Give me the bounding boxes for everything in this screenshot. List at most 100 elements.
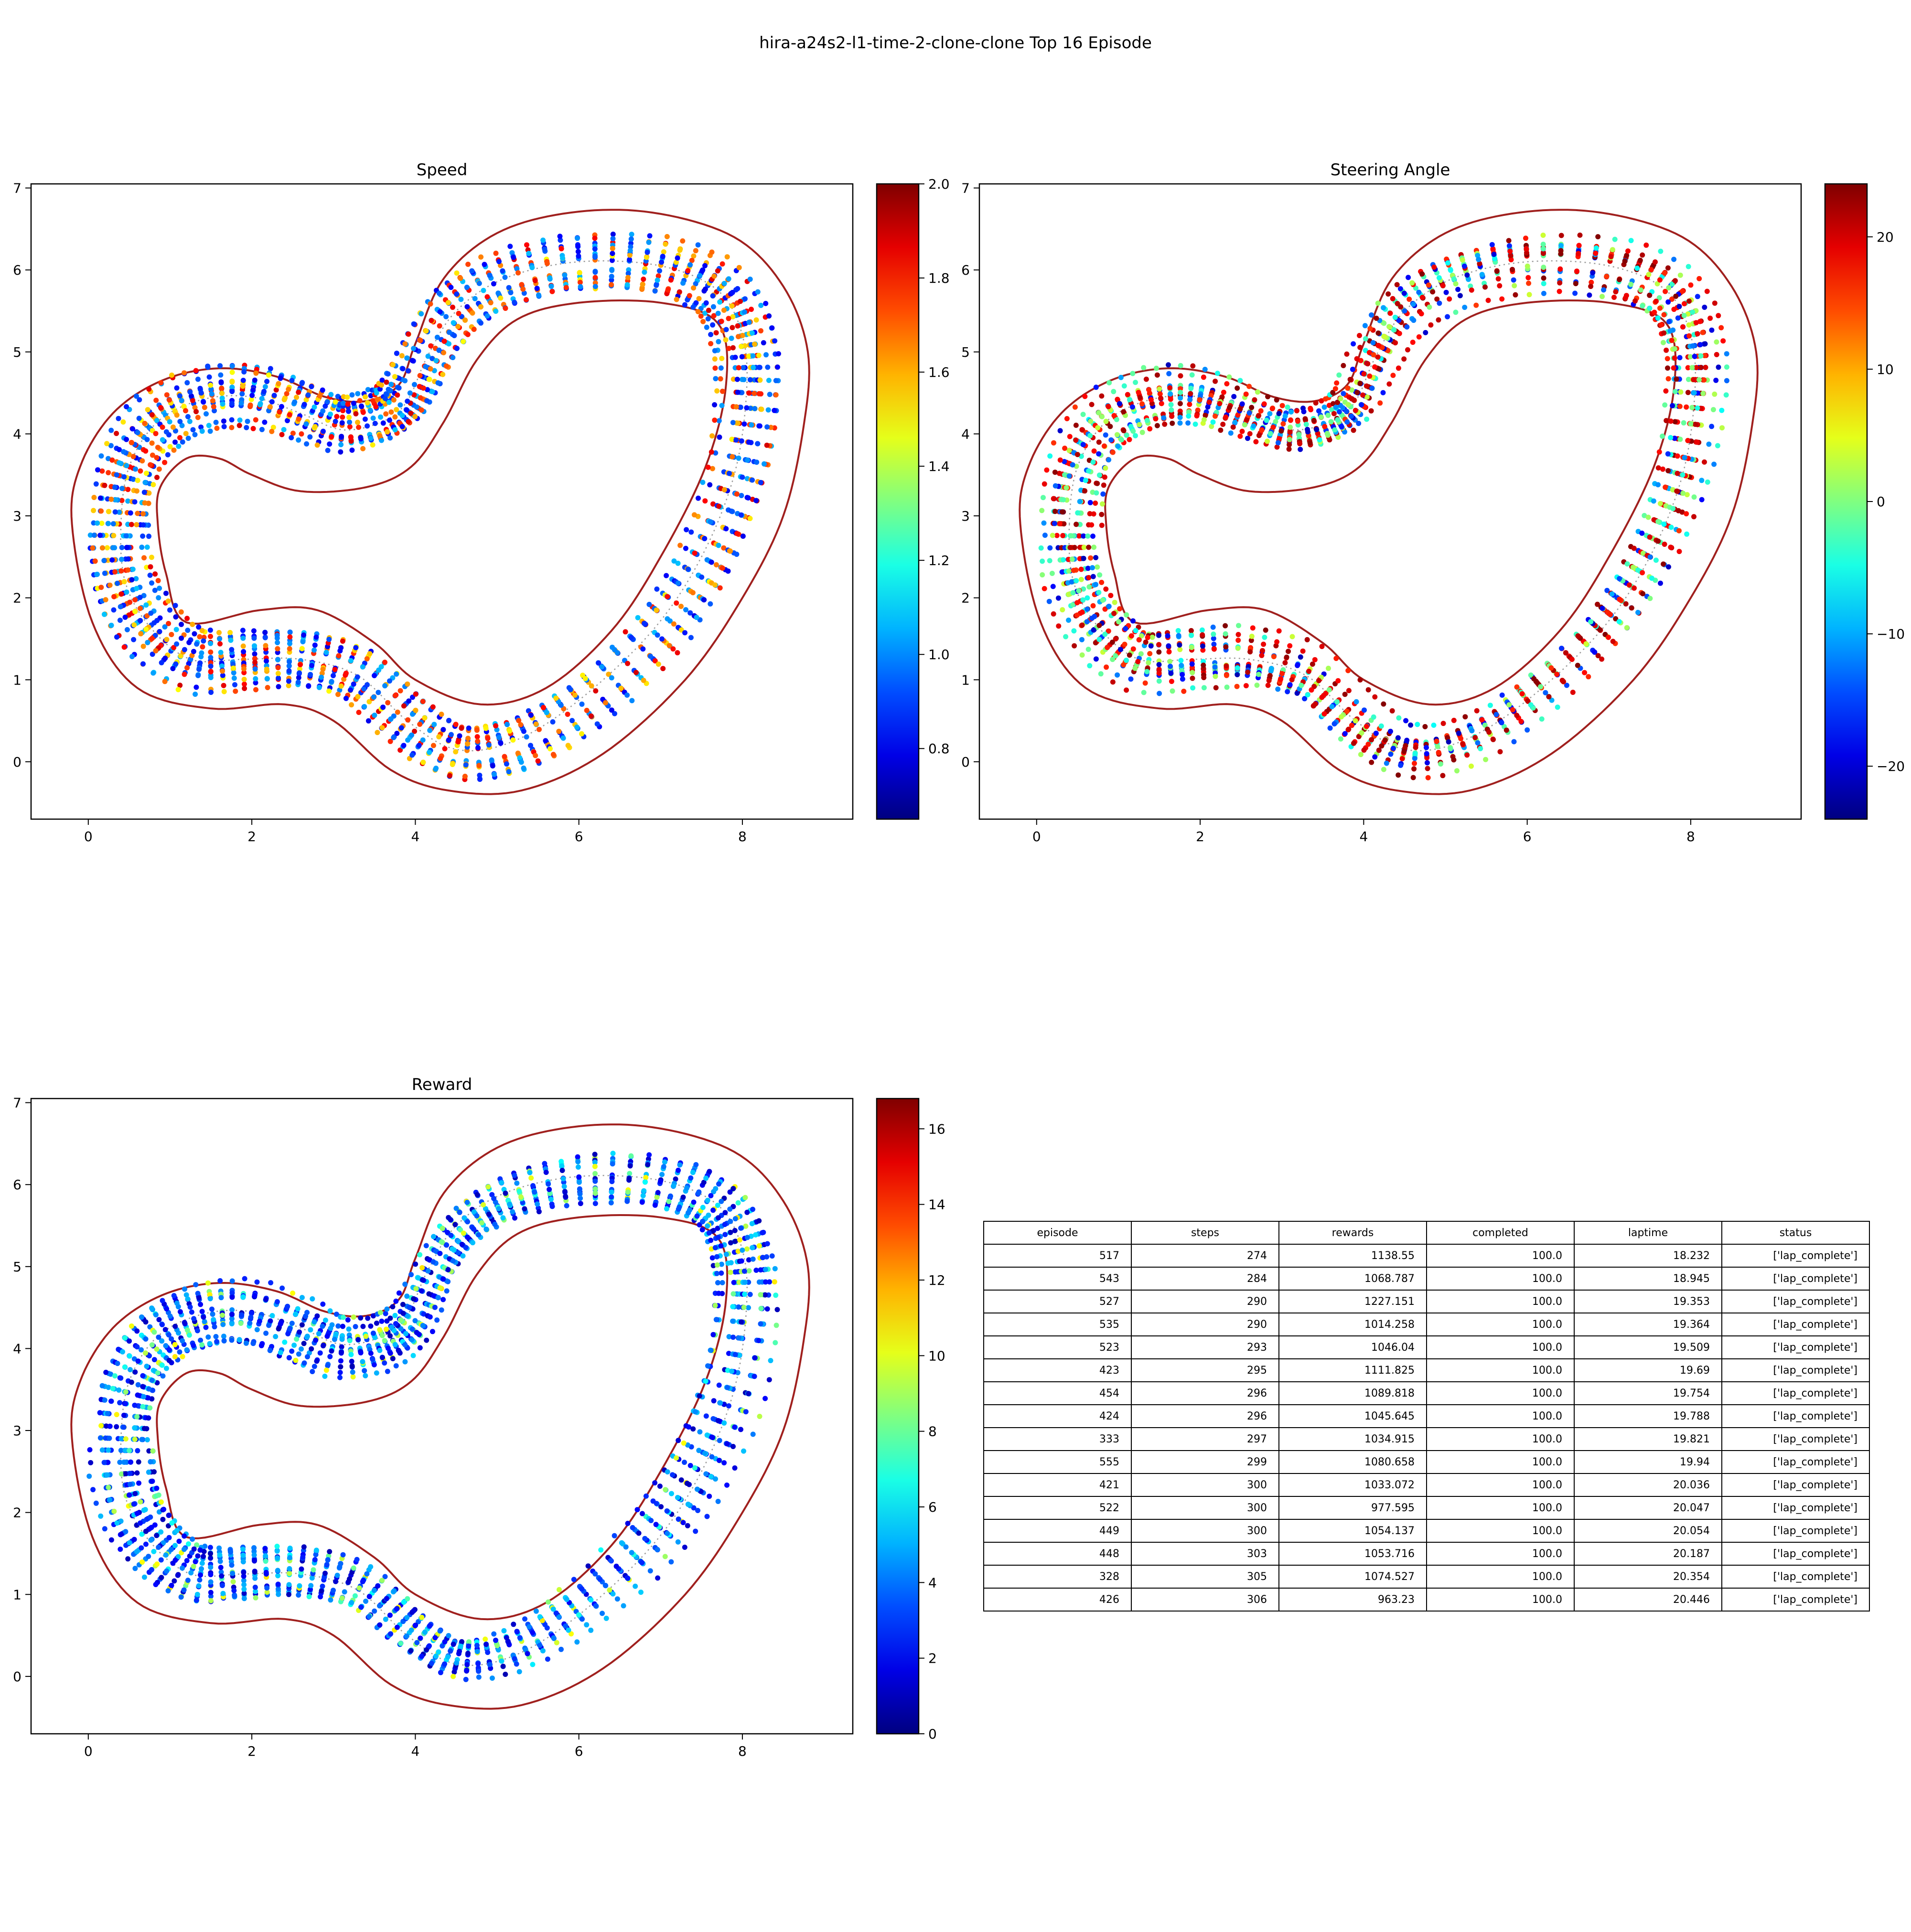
trajectory-point <box>387 435 393 440</box>
trajectory-point <box>102 612 107 617</box>
trajectory-point <box>1300 649 1306 654</box>
trajectory-point <box>1319 415 1324 420</box>
trajectory-point <box>1411 766 1417 771</box>
trajectory-point <box>410 358 415 363</box>
trajectory-point <box>195 415 201 420</box>
trajectory-point <box>1107 424 1113 429</box>
trajectory-point <box>1133 628 1138 633</box>
trajectory-point <box>1557 289 1562 294</box>
trajectory-point <box>1528 702 1534 707</box>
trajectory-point <box>339 683 344 689</box>
trajectory-point <box>232 675 237 681</box>
trajectory-point <box>1635 567 1641 573</box>
trajectory-point <box>138 469 143 474</box>
trajectory-point <box>766 313 772 319</box>
trajectory-point <box>1113 653 1118 659</box>
trajectory-point <box>1051 584 1056 589</box>
trajectory-point <box>1660 467 1665 472</box>
trajectory-point <box>1266 683 1271 688</box>
trajectory-point <box>528 713 534 718</box>
trajectory-point <box>1047 558 1052 563</box>
trajectory-point <box>1178 415 1183 420</box>
trajectory-point <box>1345 402 1351 407</box>
trajectory-point <box>1369 760 1374 765</box>
trajectory-point <box>584 708 590 713</box>
trajectory-point <box>365 656 370 662</box>
trajectory-point <box>1342 731 1348 737</box>
trajectory-point <box>683 607 688 612</box>
trajectory-point <box>150 671 156 676</box>
trajectory-point <box>1177 642 1182 648</box>
trajectory-point <box>1719 408 1724 413</box>
trajectory-point <box>387 678 392 683</box>
trajectory-point <box>451 320 456 325</box>
trajectory-point <box>446 718 451 723</box>
trajectory-point <box>101 558 107 563</box>
trajectory-point <box>306 683 311 689</box>
trajectory-point <box>1629 238 1634 243</box>
trajectory-point <box>373 421 378 426</box>
trajectory-point <box>1317 437 1322 442</box>
trajectory-point <box>287 668 292 673</box>
trajectory-point <box>135 430 140 435</box>
trajectory-point <box>1375 331 1381 336</box>
trajectory-point <box>1074 612 1080 618</box>
trajectory-point <box>1233 420 1238 425</box>
trajectory-point <box>1625 248 1631 254</box>
trajectory-point <box>488 300 494 305</box>
trajectory-point <box>704 325 709 330</box>
trajectory-point <box>253 687 258 693</box>
trajectory-point <box>1097 472 1102 478</box>
trajectory-point <box>1140 430 1145 435</box>
trajectory-point <box>1686 390 1691 395</box>
trajectory-point <box>490 763 495 769</box>
trajectory-point <box>1486 298 1491 303</box>
trajectory-point <box>121 474 127 480</box>
trajectory-point <box>242 686 247 691</box>
trajectory-point <box>253 676 258 682</box>
trajectory-point <box>1328 726 1333 731</box>
trajectory-point <box>1100 491 1106 497</box>
trajectory-point <box>1690 310 1695 315</box>
trajectory-point <box>130 566 136 572</box>
trajectory-point <box>102 483 107 488</box>
trajectory-point <box>1091 628 1096 633</box>
trajectory-point <box>446 737 451 743</box>
trajectory-point <box>486 742 492 747</box>
trajectory-point <box>1306 669 1311 674</box>
trajectory-point <box>229 647 234 652</box>
trajectory-point <box>1154 366 1159 371</box>
trajectory-point <box>1365 361 1370 366</box>
trajectory-point <box>132 499 138 504</box>
trajectory-point <box>717 299 722 305</box>
trajectory-point <box>1682 313 1687 318</box>
trajectory-point <box>702 536 707 541</box>
trajectory-point <box>446 300 451 305</box>
trajectory-point <box>1384 761 1389 766</box>
trajectory-point <box>716 504 721 509</box>
trajectory-point <box>102 571 107 576</box>
trajectory-point <box>197 634 202 640</box>
trajectory-point <box>222 689 227 694</box>
trajectory-point <box>1610 591 1615 597</box>
trajectory-point <box>309 384 314 389</box>
trajectory-point <box>1094 656 1099 662</box>
trajectory-point <box>1657 449 1662 455</box>
trajectory-point <box>1666 564 1671 569</box>
trajectory-point <box>1440 773 1445 778</box>
trajectory-point <box>1082 394 1087 399</box>
trajectory-point <box>1675 453 1680 459</box>
trajectory-point <box>635 615 641 620</box>
trajectory-point <box>1699 497 1705 502</box>
trajectory-point <box>1309 687 1314 693</box>
trajectory-point <box>1386 382 1392 387</box>
trajectory-point <box>730 290 735 295</box>
trajectory-point <box>1702 459 1707 465</box>
x-tick-label: 4 <box>1359 829 1368 844</box>
trajectory-point <box>1145 418 1150 423</box>
trajectory-point <box>124 533 129 538</box>
trajectory-point <box>542 246 548 252</box>
trajectory-point <box>1125 392 1130 397</box>
trajectory-point <box>149 555 154 560</box>
trajectory-point <box>94 481 99 487</box>
